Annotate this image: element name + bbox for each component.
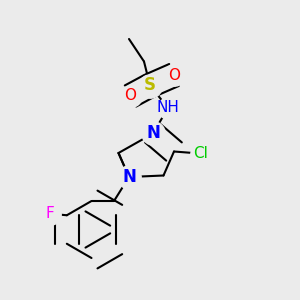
Text: NH: NH bbox=[157, 100, 179, 116]
Text: S: S bbox=[144, 76, 156, 94]
Text: O: O bbox=[124, 88, 136, 104]
Text: N: N bbox=[146, 124, 160, 142]
Text: F: F bbox=[46, 206, 55, 221]
Text: O: O bbox=[168, 68, 180, 82]
Text: N: N bbox=[122, 168, 136, 186]
Text: Cl: Cl bbox=[194, 146, 208, 161]
